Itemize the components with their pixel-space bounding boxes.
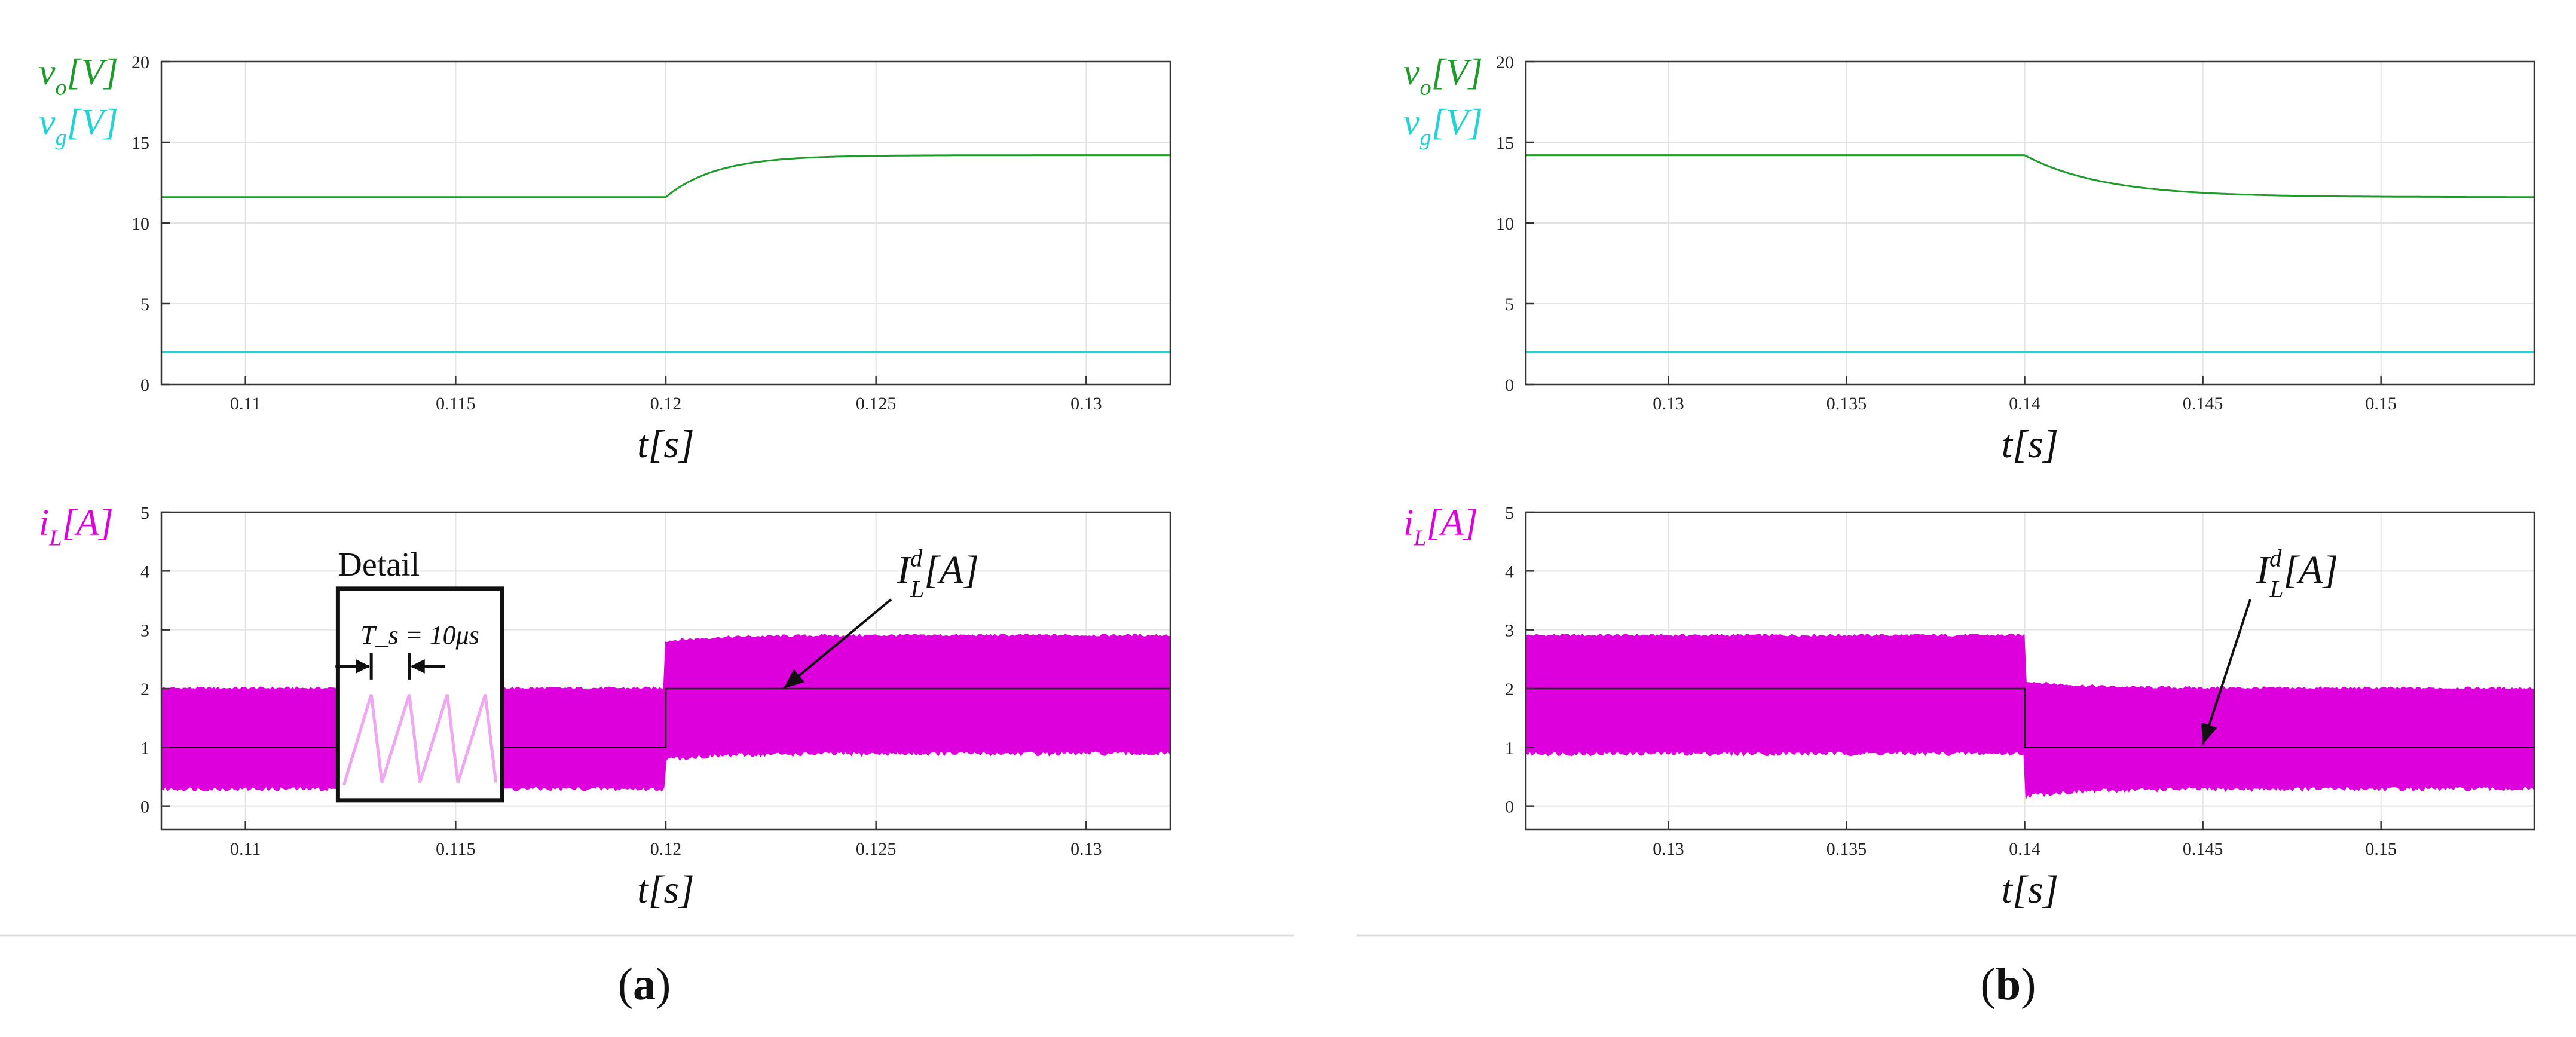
xtick-label: 0.135	[1827, 839, 1867, 859]
xtick-label: 0.12	[650, 839, 682, 859]
xtick-label: 0.13	[1653, 839, 1684, 859]
ytick-label: 1	[1505, 738, 1514, 758]
xtick-label: 0.14	[2009, 839, 2040, 859]
xtick-label: 0.11	[230, 394, 261, 414]
annotation-label: Id L[A]	[897, 544, 979, 602]
traces-b-top	[1526, 154, 2534, 353]
x-axis-label: t[s]	[637, 423, 694, 466]
ytick-label: 20	[131, 53, 149, 72]
ytick-label: 3	[140, 621, 149, 641]
ytick-label: 15	[1496, 133, 1514, 153]
period-arrowhead-right	[410, 659, 425, 674]
xtick-label: 0.15	[2365, 394, 2397, 414]
ytick-label: 5	[1505, 295, 1514, 314]
xtick-label: 0.14	[2009, 394, 2040, 414]
traces-a-bottom	[161, 633, 1170, 792]
ytick-label: 2	[140, 680, 149, 699]
ytick-label: 15	[131, 133, 149, 153]
series-line-a-top-0	[161, 154, 1170, 198]
ytick-label: 0	[140, 797, 149, 817]
panels: 0.11 0.115 0.12 0.125 0.1305101520t[s]vo[V]v…	[39, 52, 2535, 911]
y-axis-label-0: iL[A]	[39, 503, 114, 550]
xtick-label: 0.115	[436, 839, 475, 859]
ytick-label: 10	[1496, 214, 1514, 234]
annotation-arrow-0	[782, 598, 892, 690]
panel-label-b: (b)	[1981, 959, 2036, 1010]
grid-b-top	[1526, 61, 2534, 385]
detail-inset: Detail T_s = 10μs	[335, 546, 504, 803]
period-arrowhead-left	[356, 659, 371, 674]
xtick-label: 0.13	[1070, 394, 1102, 414]
xtick-label: 0.13	[1653, 394, 1684, 414]
annotation-label: Id L[A]	[2256, 544, 2338, 602]
x-axis-label: t[s]	[2002, 423, 2058, 466]
detail-title: Detail	[338, 546, 420, 583]
chart-a-bottom: 0.11 0.115 0.12 0.125 0.13 0 1 2 3 4 5 t[s] iL[A] Id L…	[39, 503, 1171, 911]
grid-a-top	[161, 61, 1170, 385]
xtick-label: 0.115	[436, 394, 475, 414]
traces-b-bottom	[1526, 633, 2534, 800]
ytick-label: 3	[1505, 621, 1514, 641]
y-axis-label-1: vg[V]	[1403, 102, 1483, 150]
ytick-label: 1	[140, 738, 149, 758]
ytick-label: 10	[131, 214, 149, 234]
x-axis-label: t[s]	[637, 868, 694, 911]
traces-a-top	[161, 154, 1170, 353]
y-axis-label-0: vo[V]	[39, 52, 118, 100]
y-axis-label-0: iL[A]	[1403, 503, 1478, 550]
ytick-label: 5	[1505, 503, 1514, 523]
xtick-label: 0.15	[2365, 839, 2397, 859]
ytick-label: 4	[140, 562, 149, 582]
y-axis-label-1: vg[V]	[39, 102, 118, 150]
detail-box	[335, 586, 504, 803]
ytick-label: 0	[1505, 797, 1514, 817]
xtick-label: 0.125	[856, 394, 897, 414]
annotation-arrow-0	[2201, 599, 2251, 745]
xtick-label: 0.12	[650, 394, 682, 414]
ytick-label: 0	[1505, 375, 1514, 395]
ripple-band-b-bottom	[1526, 633, 2534, 800]
chart-b-bottom: 0.13 0.135 0.14 0.145 0.15 0 1 2 3 4 5 t[s] iL[A] Id L…	[1403, 503, 2535, 911]
ytick-label: 0	[140, 375, 149, 395]
series-line-b-top-0	[1526, 154, 2534, 198]
ytick-label: 2	[1505, 680, 1514, 699]
xtick-label: 0.135	[1827, 394, 1867, 414]
annotation-arrowhead-0	[783, 669, 805, 689]
chart-b-top: 0.13 0.135 0.14 0.145 0.15 0 5 10 15 20 t[s] vo[V]v…	[1403, 52, 2535, 466]
ytick-label: 20	[1496, 53, 1514, 72]
detail-period-label: T_s = 10μs	[360, 620, 479, 650]
xtick-label: 0.11	[230, 839, 261, 859]
chart-a-top: 0.11 0.115 0.12 0.125 0.13 0 5 10 15 20 t[s] vo[V]v…	[39, 52, 1171, 466]
panel-label-a: (a)	[618, 959, 671, 1010]
axes-box-b-bottom	[1525, 511, 2535, 831]
xtick-label: 0.145	[2183, 394, 2223, 414]
xtick-label: 0.145	[2183, 839, 2223, 859]
x-axis-label: t[s]	[2002, 868, 2058, 911]
annotation-arrowhead-0	[2201, 722, 2217, 745]
ytick-label: 5	[140, 503, 149, 523]
ytick-label: 5	[140, 295, 149, 314]
y-axis-label-0: vo[V]	[1403, 52, 1483, 100]
ytick-label: 4	[1505, 562, 1514, 582]
xtick-label: 0.125	[856, 839, 897, 859]
reference-line-b-bottom	[1526, 687, 2534, 748]
detail-sawtooth	[342, 694, 498, 786]
xtick-label: 0.13	[1070, 839, 1102, 859]
